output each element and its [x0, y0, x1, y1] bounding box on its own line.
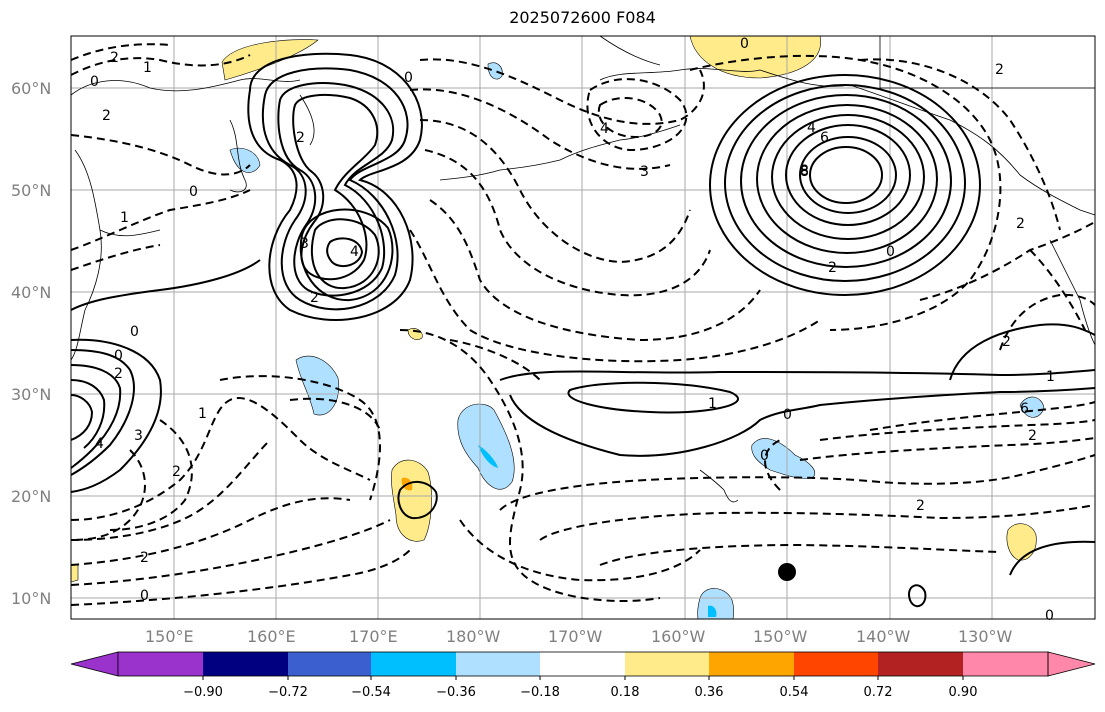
coastlines — [70, 35, 1096, 503]
contour-label: 4 — [95, 436, 104, 452]
storm-marker — [778, 563, 796, 581]
contour-label: 3 — [300, 236, 309, 252]
contour-label: 0 — [189, 184, 198, 200]
colorbar-segment — [288, 652, 371, 676]
lon-label: 170°E — [349, 627, 398, 646]
contour-label: 6 — [820, 130, 829, 146]
map-panel — [71, 36, 1095, 619]
lat-label: 20°N — [11, 487, 51, 506]
contour-label: 1 — [708, 396, 717, 412]
contour-label: 2 — [916, 498, 925, 514]
colorbar-min-arrow — [70, 651, 119, 677]
longitude-labels: 150°E 160°E 170°E 180°W 170°W 160°W 150°… — [145, 627, 1013, 646]
contour-label: 0 — [90, 74, 99, 90]
colorbar-segment — [540, 652, 625, 676]
contour-label: 2 — [172, 464, 181, 480]
colorbar-segment — [371, 652, 456, 676]
colorbar-tick-label: 0.54 — [780, 685, 809, 700]
colorbar-segment — [878, 652, 963, 676]
lon-label: 170°W — [548, 627, 603, 646]
colorbar-max-arrow — [1047, 651, 1096, 677]
map-title: 2025072600 F084 — [509, 8, 656, 27]
contour-labels: 0 2 1 2 0 4 6 8 2 3 4 2 2 1 0 2 1 4 3 2 … — [90, 36, 1055, 624]
contour-label: 2 — [114, 366, 123, 382]
contour-label: 6 — [1020, 401, 1029, 417]
contour-label: 2 — [310, 290, 319, 306]
contour-label: 2 — [1002, 334, 1011, 350]
contour-label: 0 — [783, 407, 792, 423]
contour-label: 1 — [198, 406, 207, 422]
contour-label: 1 — [143, 60, 152, 76]
colorbar-segment — [794, 652, 878, 676]
contour-label: 0 — [1045, 608, 1054, 624]
contour-label: 2 — [110, 50, 119, 66]
lat-label: 60°N — [11, 79, 51, 98]
contour-label: 8 — [800, 163, 809, 179]
colorbar-segment — [203, 652, 288, 676]
contour-label: 2 — [828, 260, 837, 276]
dashed-contours — [70, 43, 1096, 606]
contour-label: 2 — [102, 108, 111, 124]
contour-label: 2 — [296, 130, 305, 146]
colorbar-tick-label: 0.36 — [695, 685, 724, 700]
contour-label: 3 — [134, 428, 143, 444]
lat-label: 40°N — [11, 283, 51, 302]
contour-label: 8 — [800, 164, 809, 180]
contour-label: 2 — [140, 550, 149, 566]
contours — [70, 52, 1096, 608]
colorbar-segment — [709, 652, 794, 676]
contour-label: 0 — [140, 588, 149, 604]
contour-label: 2 — [1028, 428, 1037, 444]
lon-label: 180°W — [446, 627, 501, 646]
map-border — [70, 35, 1096, 620]
colorbar-segment — [625, 652, 709, 676]
contour-label: 3 — [640, 164, 649, 180]
colorbar-tick-label: −0.72 — [268, 685, 308, 700]
contour-label: 4 — [350, 244, 359, 260]
lon-label: 160°W — [651, 627, 706, 646]
lon-label: 150°W — [753, 627, 808, 646]
lon-label: 150°E — [145, 627, 194, 646]
colorbar-tick-label: 0.18 — [611, 685, 640, 700]
latitude-labels: 60°N 50°N 40°N 30°N 20°N 10°N — [11, 79, 51, 608]
contour-label: 0 — [740, 36, 749, 52]
contour-label: 0 — [760, 448, 769, 464]
contour-label: 0 — [114, 348, 123, 364]
contour-label: 2 — [995, 62, 1004, 78]
contour-label: 0 — [404, 70, 413, 86]
contour-label: 1 — [1046, 369, 1055, 385]
lat-label: 10°N — [11, 589, 51, 608]
colorbar-segment — [456, 652, 540, 676]
lon-label: 130°W — [958, 627, 1013, 646]
colorbar-tick-label: −0.90 — [183, 685, 223, 700]
colorbar-tick-label: −0.54 — [351, 685, 391, 700]
contour-label: 0 — [886, 244, 895, 260]
colorbar-tick-label: −0.36 — [436, 685, 476, 700]
contour-label: 0 — [130, 324, 139, 340]
colorbar-tick-label: −0.18 — [520, 685, 560, 700]
lon-label: 160°E — [247, 627, 296, 646]
colorbar: −0.90 −0.72 −0.54 −0.36 −0.18 0.18 0.36 … — [70, 651, 1096, 700]
contour-label: 2 — [1016, 216, 1025, 232]
contour-label: 4 — [807, 120, 816, 136]
contour-label: 4 — [600, 121, 609, 137]
lon-label: 140°W — [856, 627, 911, 646]
colorbar-tick-label: 0.72 — [864, 685, 893, 700]
colorbar-segment — [118, 652, 203, 676]
contour-label: 1 — [120, 210, 129, 226]
shaded-anomalies — [70, 35, 1045, 620]
colorbar-segment — [963, 652, 1048, 676]
lat-label: 30°N — [11, 385, 51, 404]
colorbar-tick-label: 0.90 — [949, 685, 978, 700]
lat-label: 50°N — [11, 181, 51, 200]
